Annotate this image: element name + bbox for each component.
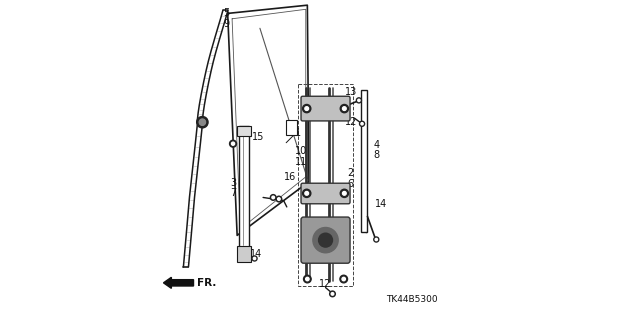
Text: 14: 14 [250,249,262,259]
Circle shape [306,277,309,281]
FancyBboxPatch shape [286,120,297,135]
Circle shape [332,293,334,295]
Circle shape [342,277,346,281]
Text: 15: 15 [252,132,264,142]
Circle shape [253,257,256,260]
Text: 14: 14 [374,199,387,209]
Text: 13: 13 [346,86,358,97]
Circle shape [356,98,362,103]
Text: FR.: FR. [196,278,216,287]
Circle shape [199,119,205,125]
Text: 12: 12 [319,279,332,289]
FancyBboxPatch shape [237,126,251,136]
Circle shape [330,291,335,297]
Text: 5
9: 5 9 [223,8,230,29]
Circle shape [358,99,360,101]
Circle shape [200,120,205,125]
Circle shape [342,191,346,195]
FancyArrow shape [163,277,193,288]
Circle shape [361,122,363,125]
Circle shape [252,256,257,261]
Circle shape [230,140,237,147]
Circle shape [340,189,348,197]
FancyBboxPatch shape [239,126,249,250]
Circle shape [342,107,346,110]
Text: 3
7: 3 7 [230,178,236,198]
Text: 1: 1 [294,128,301,137]
Circle shape [305,191,308,195]
Circle shape [270,195,276,200]
FancyBboxPatch shape [298,84,353,286]
FancyBboxPatch shape [301,217,350,263]
Text: 4
8: 4 8 [373,140,380,160]
Text: 16: 16 [284,172,296,182]
Circle shape [278,198,280,200]
Text: TK44B5300: TK44B5300 [387,295,438,304]
Circle shape [232,142,235,145]
Circle shape [319,233,333,247]
FancyBboxPatch shape [301,96,350,121]
Circle shape [196,116,208,128]
Circle shape [305,107,308,110]
Circle shape [374,237,379,242]
Circle shape [360,121,365,126]
Circle shape [272,196,275,199]
Circle shape [276,196,282,202]
Circle shape [303,105,311,113]
FancyBboxPatch shape [361,90,367,232]
Circle shape [375,238,378,241]
Text: 2
6: 2 6 [347,168,353,189]
Circle shape [340,105,348,113]
FancyBboxPatch shape [301,183,350,204]
Text: 12: 12 [346,116,358,127]
Circle shape [313,227,338,253]
Text: 10
11: 10 11 [294,146,307,167]
FancyBboxPatch shape [237,247,251,262]
Circle shape [340,275,348,283]
Circle shape [303,189,311,197]
Circle shape [303,275,311,283]
